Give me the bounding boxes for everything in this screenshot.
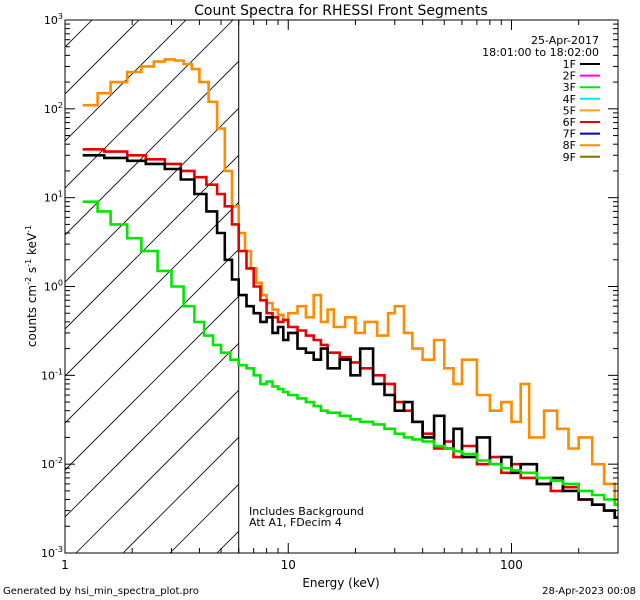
hatch-line [65, 20, 140, 95]
y-tick-base: 10 [44, 192, 58, 205]
y-tick-base: 10 [41, 547, 55, 560]
legend-label-6F: 6F [563, 116, 576, 129]
hatch-line [65, 248, 239, 424]
y-label-sup: -1 [24, 225, 33, 233]
hatch-line [65, 154, 239, 330]
y-label-part: keV [25, 232, 39, 259]
y-tick-exponent: 2 [58, 101, 63, 110]
hatch-line [65, 201, 239, 377]
hatch-line [65, 20, 234, 189]
y-label-sup: -2 [24, 277, 33, 285]
footer-timestamp: 28-Apr-2023 00:08 [542, 586, 636, 597]
hatch-line [75, 389, 239, 553]
y-tick-exponent: 3 [58, 12, 63, 21]
annotation-attenuator: Att A1, FDecim 4 [249, 516, 342, 529]
hatch-line [65, 295, 239, 471]
y-tick-exponent: -1 [55, 367, 63, 376]
y-tick-label: 10-3 [41, 545, 63, 560]
legend-label-8F: 8F [563, 139, 576, 152]
x-tick-label: 1 [61, 558, 69, 572]
hatch-line [216, 530, 239, 553]
x-axis: 1 10 100 [61, 20, 619, 572]
y-tick-exponent: -3 [55, 545, 63, 554]
y-tick-base: 10 [44, 14, 58, 27]
y-tick-label: 101 [44, 190, 63, 205]
legend-label-5F: 5F [563, 104, 576, 117]
series-group [82, 58, 618, 519]
series-1F [82, 154, 618, 519]
x-tick-label: 100 [500, 558, 523, 572]
y-tick-base: 10 [41, 458, 55, 471]
legend-label-9F: 9F [563, 151, 576, 164]
chart-title: Count Spectra for RHESSI Front Segments [194, 3, 488, 19]
legend-label-2F: 2F [563, 70, 576, 83]
x-axis-label: Energy (keV) [302, 576, 379, 590]
y-label-part: s [25, 267, 39, 277]
series-3F [82, 200, 618, 506]
legend-label-1F: 1F [563, 58, 576, 71]
hatch-line [65, 20, 187, 142]
hatch-line [122, 436, 239, 553]
time-range-label: 18:01:00 to 18:02:00 [482, 46, 599, 59]
date-label: 25-Apr-2017 [531, 34, 599, 47]
hatch-line [358, 0, 640, 553]
y-tick-base: 10 [44, 281, 58, 294]
y-tick-label: 103 [44, 12, 63, 27]
legend-label-4F: 4F [563, 93, 576, 106]
hatch-line [264, 0, 640, 553]
y-tick-label: 100 [44, 279, 63, 294]
y-tick-label: 10-2 [41, 456, 63, 471]
y-tick-exponent: 0 [58, 279, 63, 288]
hatch-line [311, 0, 640, 553]
hatch-line [65, 20, 93, 48]
hatch-line [452, 0, 640, 553]
hatch-line [0, 0, 112, 553]
y-axis-label: counts cm-2 s-1 keV-1 [24, 225, 39, 347]
legend-label-3F: 3F [563, 81, 576, 94]
y-tick-base: 10 [41, 369, 55, 382]
y-label-part: counts cm [25, 285, 39, 347]
y-label-sup: -1 [24, 259, 33, 267]
y-tick-exponent: -2 [55, 456, 63, 465]
y-tick-label: 102 [44, 101, 63, 116]
generated-by-label: Generated by hsi_min_spectra_plot.pro [3, 586, 199, 597]
hatch-line [65, 342, 239, 518]
hatch-line [65, 107, 239, 283]
x-tick-label: 10 [281, 558, 296, 572]
y-tick-label: 10-1 [41, 367, 63, 382]
y-tick-exponent: 1 [58, 190, 63, 199]
legend-label-7F: 7F [563, 128, 576, 141]
series-6F [82, 148, 618, 519]
y-tick-base: 10 [44, 103, 58, 116]
series-8F [82, 58, 618, 501]
annotation-background: Includes Background [249, 505, 364, 518]
hatch-region [0, 0, 640, 553]
